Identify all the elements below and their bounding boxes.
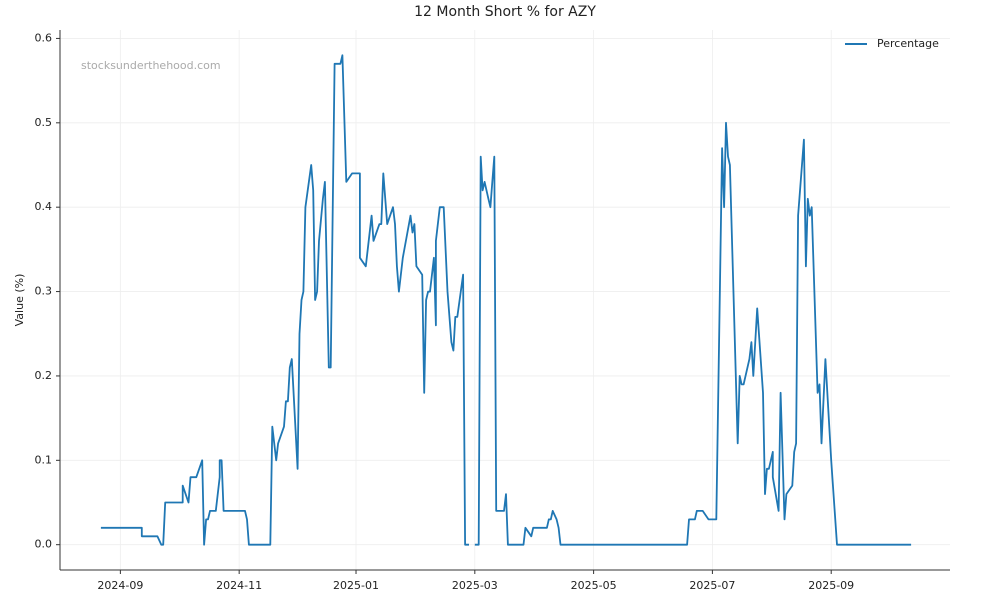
x-tick-label: 2025-07 [689, 579, 735, 592]
y-tick-label: 0.6 [35, 31, 53, 44]
data-line [100, 54, 912, 546]
legend-label: Percentage [877, 37, 939, 50]
x-tick-label: 2024-11 [216, 579, 262, 592]
y-axis-label: Value (%) [13, 274, 26, 327]
y-tick-label: 0.4 [35, 200, 53, 213]
y-tick-label: 0.0 [35, 538, 53, 551]
x-tick-label: 2025-09 [808, 579, 854, 592]
chart-title: 12 Month Short % for AZY [414, 4, 596, 20]
y-tick-label: 0.5 [35, 116, 53, 129]
x-tick-label: 2024-09 [97, 579, 143, 592]
watermark: stocksunderthehood.com [81, 59, 221, 72]
y-tick-label: 0.3 [35, 285, 53, 298]
y-tick-label: 0.1 [35, 453, 53, 466]
y-tick-label: 0.2 [35, 369, 53, 382]
x-tick-label: 2025-05 [571, 579, 617, 592]
x-tick-label: 2025-03 [452, 579, 498, 592]
x-tick-label: 2025-01 [333, 579, 379, 592]
